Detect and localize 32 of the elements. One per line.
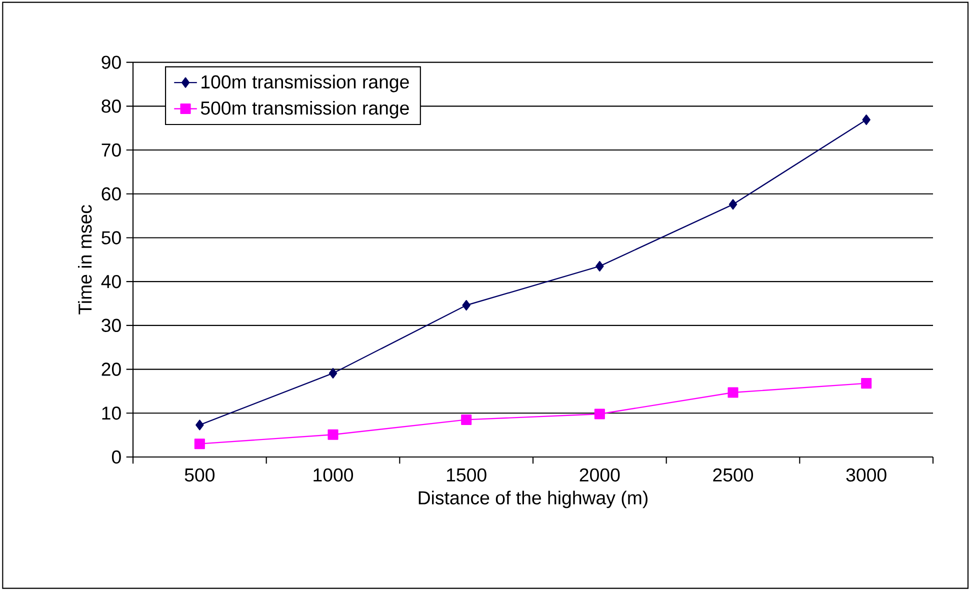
x-tick-label: 2500 <box>713 468 754 482</box>
y-tick-label: 50 <box>102 231 121 244</box>
point <box>462 300 470 311</box>
x-tick-label: 2000 <box>580 468 620 482</box>
point <box>194 438 205 450</box>
legend-label: 500m transmission range <box>200 100 409 118</box>
x-axis-title: Distance of the highway (m) <box>418 490 648 508</box>
point <box>594 408 605 420</box>
point <box>196 420 204 430</box>
x-tick-label: 3000 <box>846 468 886 482</box>
y-tick-label: 10 <box>102 406 121 420</box>
point <box>328 368 338 378</box>
y-tick-label: 40 <box>101 274 121 288</box>
y-tick-label: 20 <box>102 362 121 376</box>
y-tick-label: 30 <box>102 318 121 332</box>
y-tick-label: 90 <box>102 56 121 69</box>
point <box>328 429 338 440</box>
y-axis-title: Time in msec <box>78 205 92 314</box>
point <box>596 260 604 272</box>
legend-label: 100m transmission range <box>202 74 409 92</box>
y-tick-label: 70 <box>102 143 121 157</box>
y-tick-label: 0 <box>112 450 121 464</box>
point <box>728 199 738 210</box>
point <box>862 114 870 126</box>
x-tick-label: 1500 <box>446 468 486 482</box>
y-tick-label: 80 <box>102 100 121 113</box>
y-tick-label: 60 <box>102 187 121 200</box>
x-tick-label: 500 <box>184 468 215 482</box>
point <box>461 414 472 425</box>
point <box>861 378 872 389</box>
point <box>728 387 738 398</box>
x-tick-label: 1000 <box>314 468 354 482</box>
